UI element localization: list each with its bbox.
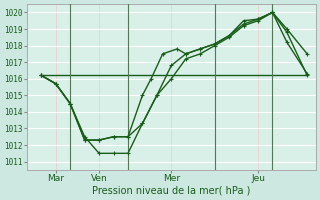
X-axis label: Pression niveau de la mer( hPa ): Pression niveau de la mer( hPa ) bbox=[92, 186, 251, 196]
